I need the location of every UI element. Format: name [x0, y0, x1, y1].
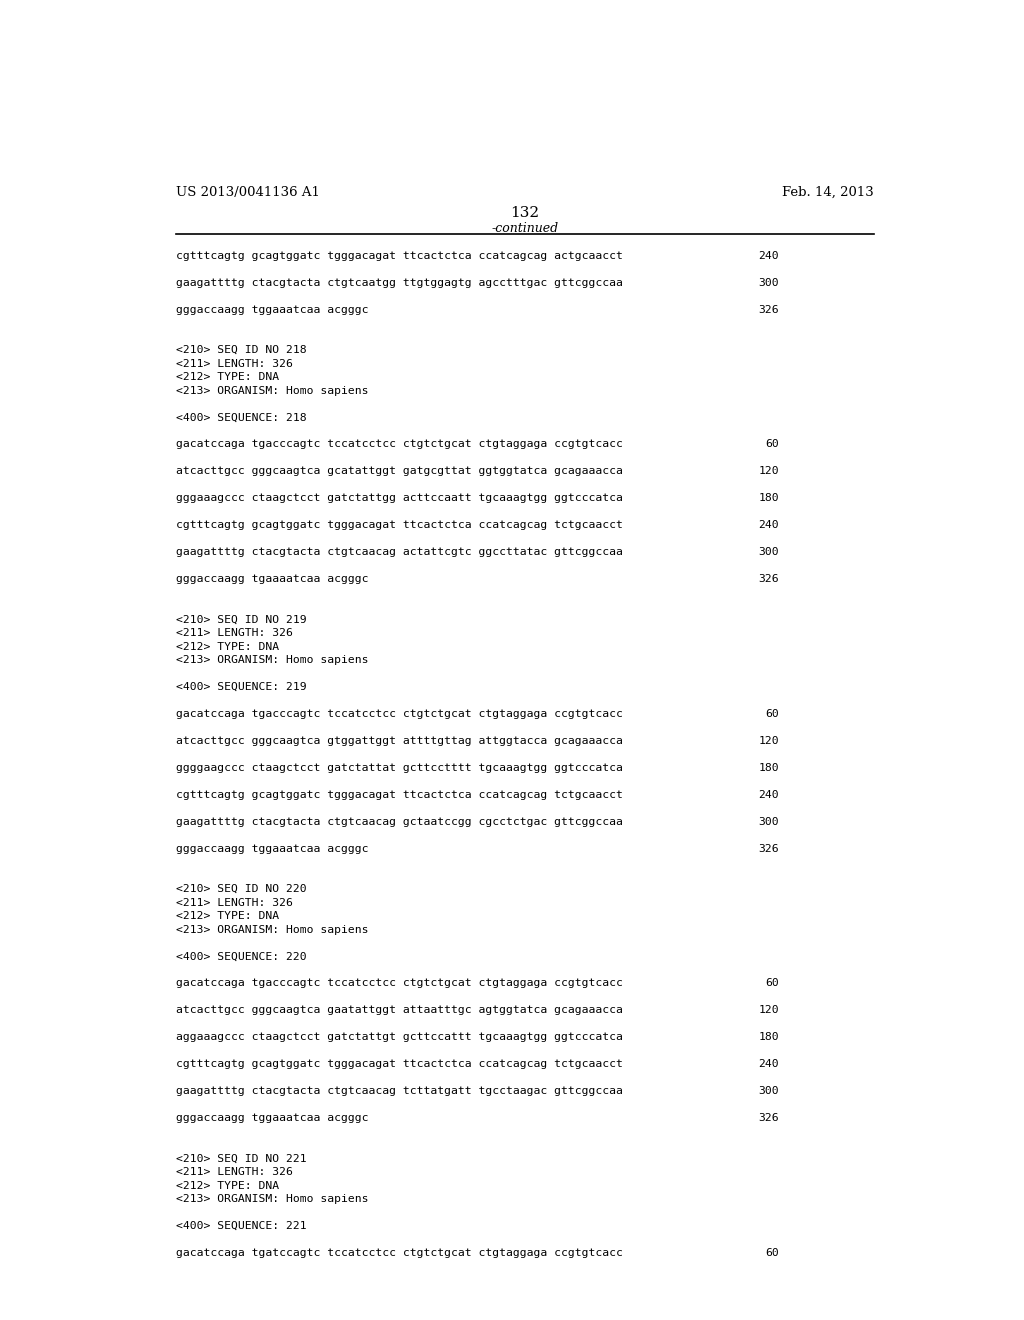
Text: cgtttcagtg gcagtggatc tgggacagat ttcactctca ccatcagcag tctgcaacct: cgtttcagtg gcagtggatc tgggacagat ttcactc…	[176, 1059, 623, 1069]
Text: 300: 300	[759, 1086, 779, 1096]
Text: 240: 240	[759, 789, 779, 800]
Text: 120: 120	[759, 466, 779, 477]
Text: <213> ORGANISM: Homo sapiens: <213> ORGANISM: Homo sapiens	[176, 924, 369, 935]
Text: <213> ORGANISM: Homo sapiens: <213> ORGANISM: Homo sapiens	[176, 385, 369, 396]
Text: 240: 240	[759, 520, 779, 531]
Text: 132: 132	[510, 206, 540, 220]
Text: US 2013/0041136 A1: US 2013/0041136 A1	[176, 186, 319, 199]
Text: <212> TYPE: DNA: <212> TYPE: DNA	[176, 372, 280, 381]
Text: <213> ORGANISM: Homo sapiens: <213> ORGANISM: Homo sapiens	[176, 1195, 369, 1204]
Text: 180: 180	[759, 494, 779, 503]
Text: gggaccaagg tgaaaatcaa acgggc: gggaccaagg tgaaaatcaa acgggc	[176, 574, 369, 585]
Text: 326: 326	[759, 574, 779, 585]
Text: gaagattttg ctacgtacta ctgtcaatgg ttgtggagtg agcctttgac gttcggccaa: gaagattttg ctacgtacta ctgtcaatgg ttgtgga…	[176, 277, 623, 288]
Text: 240: 240	[759, 251, 779, 261]
Text: 60: 60	[765, 978, 779, 989]
Text: 60: 60	[765, 1247, 779, 1258]
Text: 180: 180	[759, 763, 779, 772]
Text: gggaccaagg tggaaatcaa acgggc: gggaccaagg tggaaatcaa acgggc	[176, 843, 369, 854]
Text: <211> LENGTH: 326: <211> LENGTH: 326	[176, 359, 293, 368]
Text: 300: 300	[759, 817, 779, 826]
Text: 60: 60	[765, 440, 779, 449]
Text: 60: 60	[765, 709, 779, 719]
Text: <211> LENGTH: 326: <211> LENGTH: 326	[176, 628, 293, 638]
Text: <212> TYPE: DNA: <212> TYPE: DNA	[176, 642, 280, 652]
Text: gacatccaga tgacccagtc tccatcctcc ctgtctgcat ctgtaggaga ccgtgtcacc: gacatccaga tgacccagtc tccatcctcc ctgtctg…	[176, 978, 623, 989]
Text: gacatccaga tgacccagtc tccatcctcc ctgtctgcat ctgtaggaga ccgtgtcacc: gacatccaga tgacccagtc tccatcctcc ctgtctg…	[176, 440, 623, 449]
Text: <211> LENGTH: 326: <211> LENGTH: 326	[176, 898, 293, 908]
Text: gaagattttg ctacgtacta ctgtcaacag tcttatgatt tgcctaagac gttcggccaa: gaagattttg ctacgtacta ctgtcaacag tcttatg…	[176, 1086, 623, 1096]
Text: gggaccaagg tggaaatcaa acgggc: gggaccaagg tggaaatcaa acgggc	[176, 305, 369, 314]
Text: 326: 326	[759, 305, 779, 314]
Text: <210> SEQ ID NO 221: <210> SEQ ID NO 221	[176, 1154, 306, 1164]
Text: 120: 120	[759, 1006, 779, 1015]
Text: <210> SEQ ID NO 218: <210> SEQ ID NO 218	[176, 345, 306, 355]
Text: 300: 300	[759, 277, 779, 288]
Text: <213> ORGANISM: Homo sapiens: <213> ORGANISM: Homo sapiens	[176, 655, 369, 665]
Text: cgtttcagtg gcagtggatc tgggacagat ttcactctca ccatcagcag actgcaacct: cgtttcagtg gcagtggatc tgggacagat ttcactc…	[176, 251, 623, 261]
Text: 240: 240	[759, 1059, 779, 1069]
Text: ggggaagccc ctaagctcct gatctattat gcttcctttt tgcaaagtgg ggtcccatca: ggggaagccc ctaagctcct gatctattat gcttcct…	[176, 763, 623, 772]
Text: gaagattttg ctacgtacta ctgtcaacag actattcgtc ggccttatac gttcggccaa: gaagattttg ctacgtacta ctgtcaacag actattc…	[176, 548, 623, 557]
Text: atcacttgcc gggcaagtca gcatattggt gatgcgttat ggtggtatca gcagaaacca: atcacttgcc gggcaagtca gcatattggt gatgcgt…	[176, 466, 623, 477]
Text: gggaaagccc ctaagctcct gatctattgg acttccaatt tgcaaagtgg ggtcccatca: gggaaagccc ctaagctcct gatctattgg acttcca…	[176, 494, 623, 503]
Text: gacatccaga tgacccagtc tccatcctcc ctgtctgcat ctgtaggaga ccgtgtcacc: gacatccaga tgacccagtc tccatcctcc ctgtctg…	[176, 709, 623, 719]
Text: aggaaagccc ctaagctcct gatctattgt gcttccattt tgcaaagtgg ggtcccatca: aggaaagccc ctaagctcct gatctattgt gcttcca…	[176, 1032, 623, 1043]
Text: <400> SEQUENCE: 220: <400> SEQUENCE: 220	[176, 952, 306, 961]
Text: -continued: -continued	[492, 222, 558, 235]
Text: cgtttcagtg gcagtggatc tgggacagat ttcactctca ccatcagcag tctgcaacct: cgtttcagtg gcagtggatc tgggacagat ttcactc…	[176, 789, 623, 800]
Text: <210> SEQ ID NO 220: <210> SEQ ID NO 220	[176, 884, 306, 894]
Text: <400> SEQUENCE: 218: <400> SEQUENCE: 218	[176, 412, 306, 422]
Text: atcacttgcc gggcaagtca gaatattggt attaatttgc agtggtatca gcagaaacca: atcacttgcc gggcaagtca gaatattggt attaatt…	[176, 1006, 623, 1015]
Text: Feb. 14, 2013: Feb. 14, 2013	[781, 186, 873, 199]
Text: 180: 180	[759, 1032, 779, 1043]
Text: <212> TYPE: DNA: <212> TYPE: DNA	[176, 911, 280, 921]
Text: 326: 326	[759, 843, 779, 854]
Text: gggaccaagg tggaaatcaa acgggc: gggaccaagg tggaaatcaa acgggc	[176, 1113, 369, 1123]
Text: cgtttcagtg gcagtggatc tgggacagat ttcactctca ccatcagcag tctgcaacct: cgtttcagtg gcagtggatc tgggacagat ttcactc…	[176, 520, 623, 531]
Text: gaagattttg ctacgtacta ctgtcaacag gctaatccgg cgcctctgac gttcggccaa: gaagattttg ctacgtacta ctgtcaacag gctaatc…	[176, 817, 623, 826]
Text: <211> LENGTH: 326: <211> LENGTH: 326	[176, 1167, 293, 1177]
Text: gacatccaga tgatccagtc tccatcctcc ctgtctgcat ctgtaggaga ccgtgtcacc: gacatccaga tgatccagtc tccatcctcc ctgtctg…	[176, 1247, 623, 1258]
Text: <400> SEQUENCE: 219: <400> SEQUENCE: 219	[176, 682, 306, 692]
Text: <212> TYPE: DNA: <212> TYPE: DNA	[176, 1180, 280, 1191]
Text: 120: 120	[759, 737, 779, 746]
Text: atcacttgcc gggcaagtca gtggattggt attttgttag attggtacca gcagaaacca: atcacttgcc gggcaagtca gtggattggt attttgt…	[176, 737, 623, 746]
Text: <210> SEQ ID NO 219: <210> SEQ ID NO 219	[176, 615, 306, 624]
Text: <400> SEQUENCE: 221: <400> SEQUENCE: 221	[176, 1221, 306, 1232]
Text: 326: 326	[759, 1113, 779, 1123]
Text: 300: 300	[759, 548, 779, 557]
